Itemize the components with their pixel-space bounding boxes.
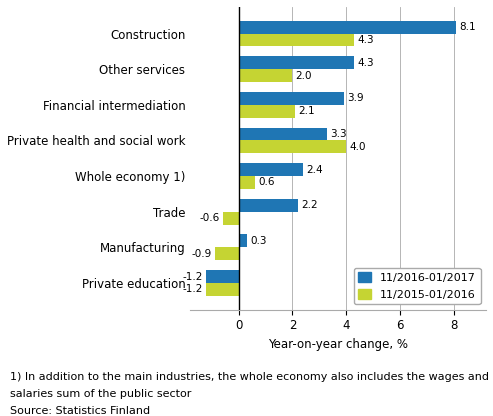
X-axis label: Year-on-year change, %: Year-on-year change, % (268, 338, 408, 351)
Bar (207, 283, 239, 296)
Text: 4.3: 4.3 (357, 58, 374, 68)
Bar (222, 212, 239, 225)
Text: 2.1: 2.1 (298, 106, 315, 116)
Text: 2.0: 2.0 (296, 71, 312, 81)
Text: 4.3: 4.3 (357, 35, 374, 45)
Bar (214, 248, 239, 260)
Bar (239, 21, 457, 34)
Bar (239, 235, 247, 248)
Text: 4.0: 4.0 (350, 142, 366, 152)
Text: -0.9: -0.9 (191, 249, 211, 259)
Bar (239, 199, 298, 212)
Text: salaries sum of the public sector: salaries sum of the public sector (10, 389, 191, 399)
Bar (239, 128, 327, 141)
Bar (239, 34, 354, 46)
Text: Source: Statistics Finland: Source: Statistics Finland (10, 406, 150, 416)
Text: -1.2: -1.2 (183, 272, 203, 282)
Legend: 11/2016-01/2017, 11/2015-01/2016: 11/2016-01/2017, 11/2015-01/2016 (353, 268, 481, 304)
Text: 0.6: 0.6 (258, 178, 275, 188)
Bar (239, 69, 292, 82)
Bar (239, 105, 295, 118)
Bar (239, 92, 344, 105)
Text: 2.2: 2.2 (301, 200, 317, 210)
Bar (207, 270, 239, 283)
Bar (239, 163, 303, 176)
Bar (239, 141, 346, 153)
Text: 3.3: 3.3 (331, 129, 347, 139)
Text: -0.6: -0.6 (199, 213, 219, 223)
Bar (239, 176, 255, 189)
Text: -1.2: -1.2 (183, 285, 203, 295)
Text: 0.3: 0.3 (250, 236, 267, 246)
Text: 2.4: 2.4 (307, 165, 323, 175)
Text: 8.1: 8.1 (459, 22, 476, 32)
Bar (239, 56, 354, 69)
Text: 1) In addition to the main industries, the whole economy also includes the wages: 1) In addition to the main industries, t… (10, 372, 489, 382)
Text: 3.9: 3.9 (347, 93, 363, 104)
